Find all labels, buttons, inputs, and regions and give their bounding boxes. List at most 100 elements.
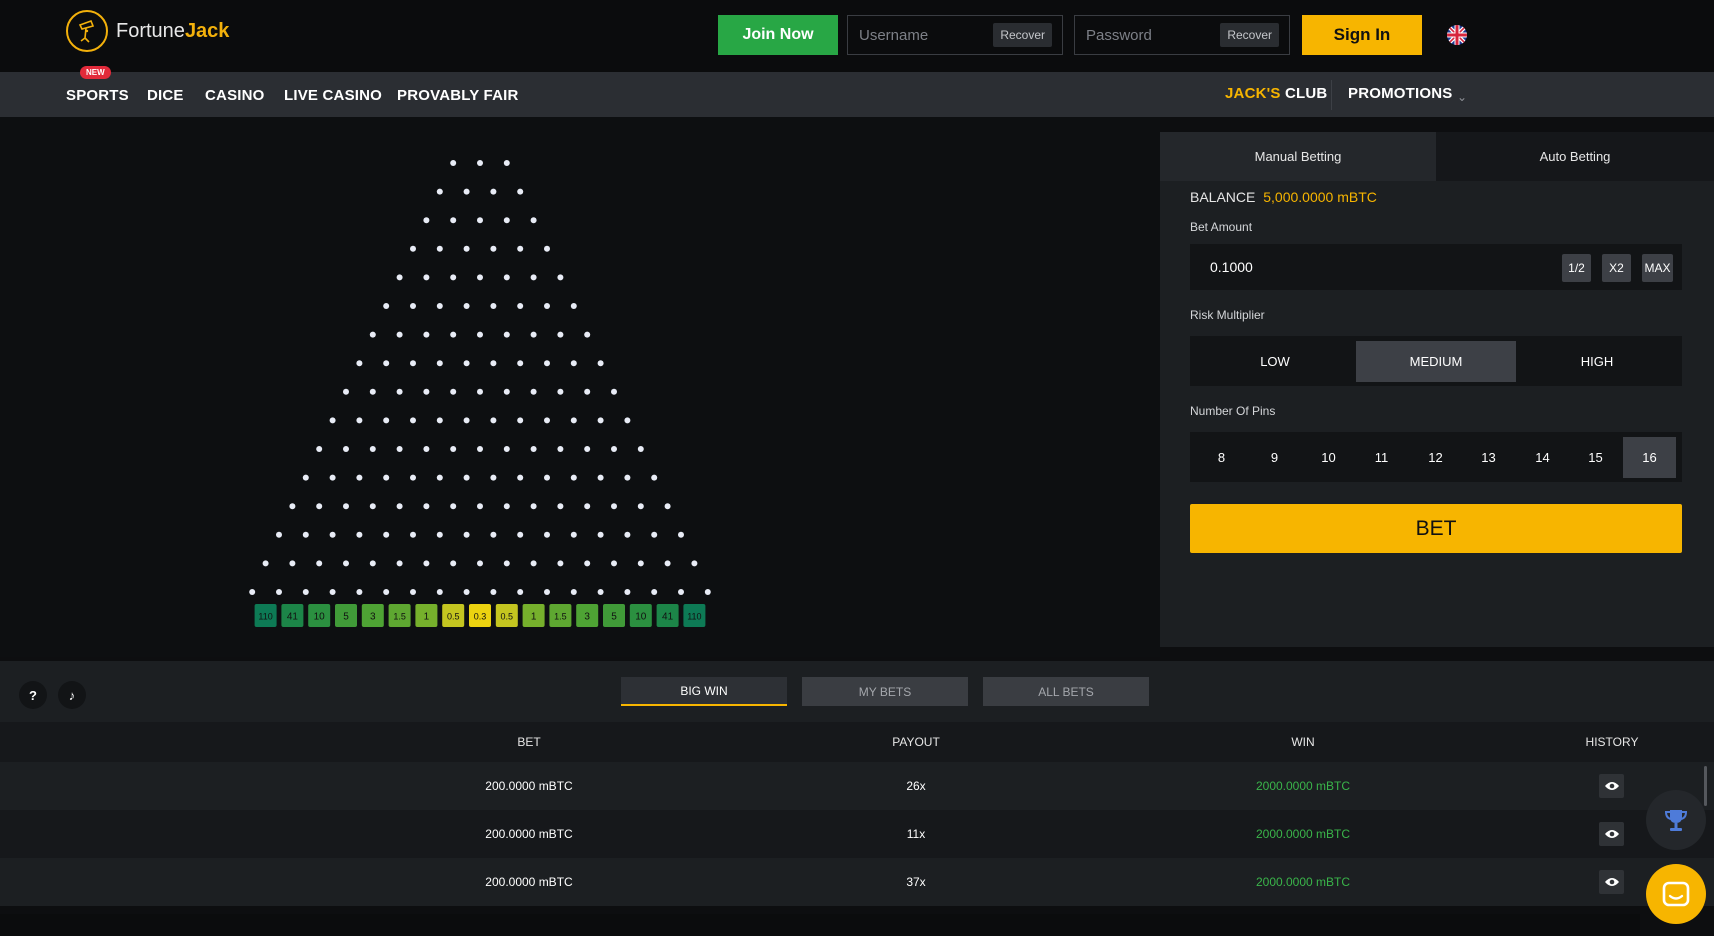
plinko-pin bbox=[490, 303, 497, 309]
join-now-button[interactable]: Join Now bbox=[718, 15, 838, 55]
pins-16-button[interactable]: 16 bbox=[1623, 437, 1676, 478]
plinko-pin bbox=[383, 589, 390, 595]
half-bet-button[interactable]: 1/2 bbox=[1562, 254, 1591, 282]
nav-provably-fair[interactable]: PROVABLY FAIR bbox=[397, 87, 519, 104]
plinko-pin bbox=[356, 360, 363, 367]
trophy-button[interactable] bbox=[1646, 790, 1706, 850]
nav-live-casino[interactable]: LIVE CASINO bbox=[284, 87, 383, 104]
chat-button[interactable] bbox=[1646, 864, 1706, 924]
sign-in-button[interactable]: Sign In bbox=[1302, 15, 1422, 55]
nav-jacks-club[interactable]: JACK'S CLUB bbox=[1225, 85, 1328, 102]
eye-icon[interactable] bbox=[1599, 870, 1624, 894]
plinko-pin bbox=[463, 188, 470, 195]
plinko-pin bbox=[503, 331, 510, 338]
tab-my-bets[interactable]: MY BETS bbox=[802, 677, 968, 706]
multiplier-slot: 110 bbox=[683, 604, 706, 627]
plinko-pin bbox=[396, 388, 403, 395]
multiplier-label: 3 bbox=[584, 612, 590, 623]
pins-10-button[interactable]: 10 bbox=[1321, 450, 1336, 465]
plinko-pin bbox=[276, 531, 282, 538]
bet-button[interactable]: BET bbox=[1190, 504, 1682, 553]
plinko-pin bbox=[517, 303, 524, 309]
tab-big-win[interactable]: BIG WIN bbox=[621, 677, 787, 706]
risk-low-button[interactable]: LOW bbox=[1260, 354, 1290, 369]
plinko-pin bbox=[450, 446, 457, 452]
plinko-pin bbox=[423, 388, 430, 395]
plinko-pin bbox=[410, 474, 416, 481]
risk-medium-button[interactable]: MEDIUM bbox=[1356, 341, 1516, 382]
betting-panel: Manual Betting Auto Betting BALANCE 5,00… bbox=[1160, 132, 1714, 647]
plinko-pin bbox=[570, 303, 577, 309]
help-button[interactable]: ? bbox=[19, 681, 47, 709]
pins-11-button[interactable]: 11 bbox=[1374, 450, 1389, 465]
multiplier-slot-box bbox=[522, 604, 545, 627]
pins-8-button[interactable]: 8 bbox=[1217, 450, 1226, 465]
nav-dice[interactable]: DICE bbox=[147, 87, 184, 104]
table-row: 200.0000 mBTC 37x 2000.0000 mBTC bbox=[0, 858, 1714, 906]
tab-manual-betting[interactable]: Manual Betting bbox=[1160, 132, 1436, 181]
eye-icon[interactable] bbox=[1599, 822, 1624, 846]
plinko-pin bbox=[343, 503, 349, 510]
multiplier-label: 41 bbox=[662, 612, 674, 623]
pins-13-button[interactable]: 13 bbox=[1481, 450, 1496, 465]
plinko-pin bbox=[490, 245, 497, 252]
multiplier-slot-box bbox=[254, 604, 277, 627]
recover-username-button[interactable]: Recover bbox=[993, 23, 1052, 47]
plinko-pin bbox=[423, 446, 430, 452]
multiplier-slot-box bbox=[469, 604, 491, 627]
music-toggle-button[interactable]: ♪ bbox=[58, 681, 86, 709]
nav-sports[interactable]: SPORTS bbox=[66, 87, 129, 104]
multiplier-slot-box bbox=[308, 604, 331, 627]
pins-14-button[interactable]: 14 bbox=[1535, 450, 1550, 465]
table-scrollbar[interactable] bbox=[1704, 766, 1707, 806]
multiplier-slot: 0.3 bbox=[469, 604, 491, 627]
plinko-pin bbox=[530, 388, 537, 395]
multiplier-slot: 110 bbox=[254, 604, 277, 627]
pins-12-button[interactable]: 12 bbox=[1428, 450, 1443, 465]
uk-flag-icon[interactable] bbox=[1447, 25, 1467, 45]
plinko-pin bbox=[557, 503, 564, 510]
column-history: HISTORY bbox=[1585, 735, 1639, 749]
plinko-pin bbox=[450, 503, 457, 510]
plinko-pin bbox=[383, 417, 390, 424]
chevron-down-icon[interactable]: ⌄ bbox=[1457, 90, 1468, 104]
row-payout: 26x bbox=[906, 779, 926, 793]
eye-icon[interactable] bbox=[1599, 774, 1624, 798]
plinko-pin bbox=[597, 474, 604, 481]
plinko-pin bbox=[289, 560, 296, 567]
recover-password-button[interactable]: Recover bbox=[1220, 23, 1279, 47]
plinko-pin bbox=[570, 417, 577, 424]
plinko-pin bbox=[584, 388, 591, 395]
plinko-pin bbox=[383, 474, 390, 481]
multiplier-slot-box bbox=[281, 604, 304, 627]
plinko-pin bbox=[651, 531, 658, 538]
pins-9-button[interactable]: 9 bbox=[1270, 450, 1279, 465]
multiplier-slot: 1 bbox=[522, 604, 545, 627]
plinko-pin bbox=[396, 503, 403, 510]
plinko-pin bbox=[450, 217, 457, 224]
multiplier-slot: 10 bbox=[308, 604, 331, 627]
multiplier-slot: 0.5 bbox=[495, 604, 518, 627]
nav-promotions[interactable]: PROMOTIONS bbox=[1348, 85, 1453, 102]
double-bet-button[interactable]: X2 bbox=[1602, 254, 1631, 282]
plinko-pin bbox=[463, 245, 470, 252]
password-field[interactable]: Password Recover bbox=[1074, 15, 1290, 55]
multiplier-slot: 1.5 bbox=[549, 604, 572, 627]
bet-amount-input[interactable]: 0.1000 1/2 X2 MAX bbox=[1190, 244, 1682, 290]
tab-all-bets[interactable]: ALL BETS bbox=[983, 677, 1149, 706]
pins-15-button[interactable]: 15 bbox=[1588, 450, 1603, 465]
risk-high-button[interactable]: HIGH bbox=[1580, 354, 1614, 369]
plinko-pin bbox=[570, 360, 577, 367]
bet-amount-label: Bet Amount bbox=[1190, 220, 1253, 234]
multiplier-slot-box bbox=[415, 604, 438, 627]
plinko-pin bbox=[544, 417, 550, 424]
tab-auto-betting[interactable]: Auto Betting bbox=[1436, 132, 1714, 181]
fortunejack-logo[interactable]: FortuneJack bbox=[66, 8, 229, 54]
nav-casino[interactable]: CASINO bbox=[205, 87, 265, 104]
multiplier-slot: 5 bbox=[603, 604, 625, 627]
username-field[interactable]: Username Recover bbox=[847, 15, 1063, 55]
max-bet-button[interactable]: MAX bbox=[1642, 254, 1673, 282]
plinko-pin bbox=[423, 503, 430, 510]
plinko-pin bbox=[557, 560, 564, 567]
plinko-pin bbox=[302, 531, 309, 538]
